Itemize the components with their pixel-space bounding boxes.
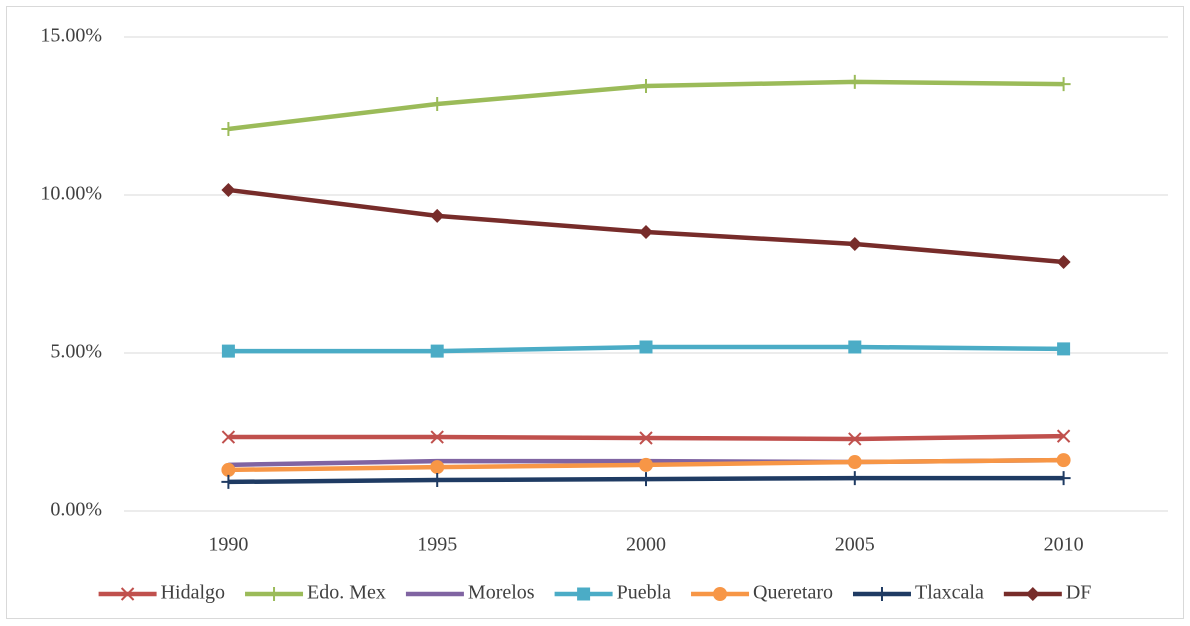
marker — [1057, 342, 1071, 356]
marker — [221, 121, 236, 136]
legend-label: Queretaro — [753, 582, 833, 604]
marker — [221, 182, 236, 197]
legend: Hidalgo Edo. Mex Morelos Puebla Queretaro Tla… — [98, 582, 1092, 604]
marker — [430, 430, 444, 444]
marker — [221, 344, 235, 358]
marker — [1056, 254, 1071, 269]
marker — [267, 587, 282, 601]
series — [221, 182, 1071, 269]
series — [221, 340, 1071, 358]
marker — [430, 473, 445, 488]
marker — [874, 587, 889, 601]
x-tick-label: 2000 — [626, 534, 666, 556]
marker — [221, 474, 236, 489]
x-tick-label: 2005 — [835, 534, 875, 556]
marker — [221, 430, 236, 444]
marker — [848, 340, 862, 354]
marker — [221, 462, 236, 477]
series — [221, 453, 1071, 477]
y-tick-label: 0.00% — [50, 499, 102, 521]
marker — [847, 471, 862, 486]
marker — [639, 431, 653, 445]
marker — [430, 208, 445, 223]
marker — [639, 224, 653, 239]
y-tick-label: 15.00% — [40, 25, 102, 47]
legend-item: Queretaro — [691, 582, 833, 604]
legend-item: Hidalgo — [98, 582, 225, 604]
legend-label: Puebla — [617, 582, 672, 604]
marker — [639, 340, 653, 354]
marker — [1056, 77, 1071, 92]
marker — [120, 587, 135, 601]
marker — [430, 460, 445, 475]
marker — [577, 587, 591, 601]
marker — [639, 457, 653, 472]
legend-label: Edo. Mex — [307, 582, 386, 604]
marker — [713, 587, 728, 601]
y-tick-label: 5.00% — [50, 341, 102, 363]
x-tick-label: 1990 — [208, 534, 248, 556]
series — [221, 471, 1071, 489]
marker — [430, 344, 444, 358]
legend-label: Morelos — [468, 582, 535, 604]
y-tick-label: 10.00% — [40, 183, 102, 205]
legend-label: DF — [1066, 582, 1092, 604]
marker — [1056, 453, 1071, 468]
series — [221, 429, 1071, 446]
marker — [1056, 471, 1071, 486]
legend-item: DF — [1003, 582, 1092, 604]
chart-frame — [6, 6, 1184, 619]
legend-label: Tlaxcala — [915, 582, 984, 604]
marker — [847, 236, 862, 251]
marker — [847, 74, 862, 89]
marker — [1025, 587, 1040, 601]
x-tick-label: 1995 — [417, 534, 457, 556]
marker — [847, 455, 862, 470]
legend-item: Morelos — [405, 582, 535, 604]
marker — [639, 472, 653, 487]
legend-item: Tlaxcala — [852, 582, 984, 604]
marker — [848, 432, 862, 446]
marker — [430, 96, 445, 111]
legend-label: Hidalgo — [161, 582, 225, 604]
marker — [1056, 429, 1071, 443]
marker — [639, 78, 653, 93]
x-tick-label: 2010 — [1044, 534, 1084, 556]
legend-item: Edo. Mex — [245, 582, 386, 604]
series — [221, 74, 1071, 136]
legend-item: Puebla — [554, 582, 672, 604]
